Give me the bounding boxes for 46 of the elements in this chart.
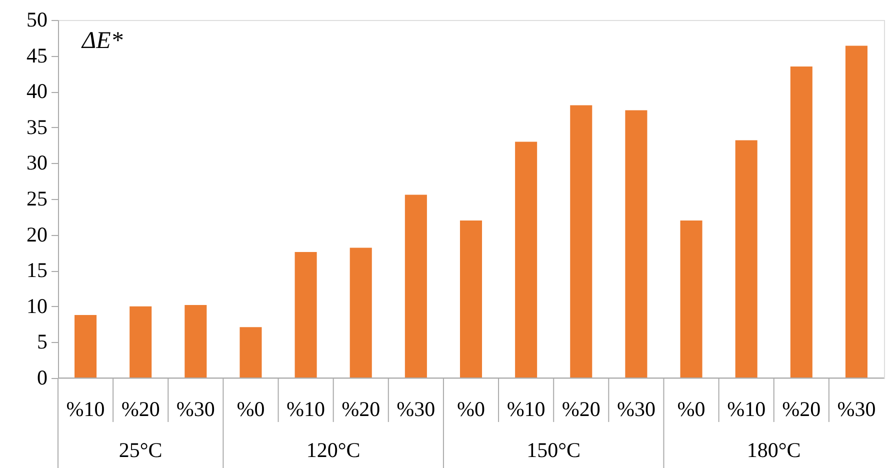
bar [515, 142, 538, 378]
y-tick-label: 10 [26, 294, 48, 318]
bar [184, 304, 207, 378]
x-tick-label: %30 [837, 397, 876, 421]
y-tick-label: 35 [26, 114, 48, 139]
y-tick-label: 20 [26, 222, 48, 246]
text: 120°C [306, 438, 360, 462]
y-tick-label: 25 [26, 186, 48, 210]
x-tick-label: %0 [457, 397, 485, 421]
x-tick-label: %30 [616, 397, 656, 421]
bar [790, 66, 812, 378]
y-tick-label: 0 [37, 366, 48, 390]
bar [74, 314, 97, 378]
x-tick-label: %20 [782, 397, 821, 421]
y-tick-label: 50 [26, 8, 48, 32]
bar [350, 248, 372, 378]
y-tick-label: 5 [37, 330, 48, 354]
bar [845, 46, 868, 378]
bar [294, 252, 317, 378]
x-tick-label: %20 [342, 397, 380, 421]
bar [735, 140, 758, 378]
x-tick-label: %0 [236, 397, 265, 421]
bar [625, 110, 648, 378]
y-tick-label: 30 [26, 150, 48, 175]
bar [460, 220, 482, 378]
x-tick-label: %10 [727, 397, 766, 421]
x-tick-label: %20 [562, 397, 600, 421]
y-axis-title: ΔE* [81, 28, 123, 54]
bar [130, 306, 152, 378]
x-tick-label: %30 [396, 397, 436, 421]
x-tick-label: %10 [66, 397, 105, 421]
text: 25°C [118, 438, 162, 462]
bar [570, 105, 592, 378]
bar [404, 194, 427, 378]
bar [240, 327, 262, 378]
x-tick-label: %30 [176, 397, 215, 421]
x-tick-label: %10 [286, 397, 326, 421]
x-tick-label: %10 [506, 397, 546, 421]
bar [680, 220, 702, 378]
y-tick-label: 40 [26, 79, 48, 104]
text: 150°C [526, 438, 581, 462]
y-tick-label: 15 [26, 258, 48, 282]
text: 180°C [746, 438, 801, 462]
x-tick-label: %0 [677, 397, 706, 421]
x-tick-label: %20 [121, 397, 160, 421]
y-tick-label: 45 [26, 43, 48, 68]
